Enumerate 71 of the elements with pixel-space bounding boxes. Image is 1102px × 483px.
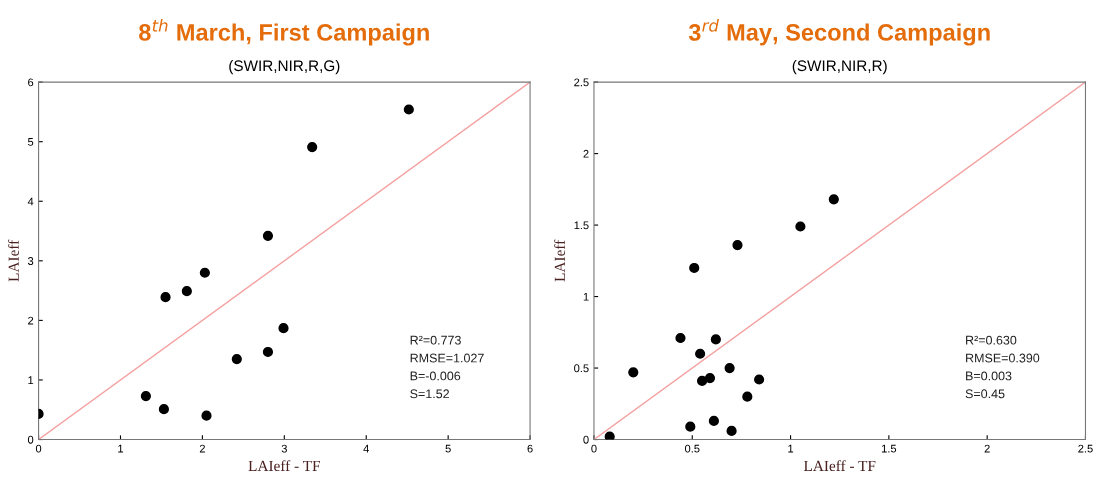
point (689, 262, 700, 274)
point (710, 334, 721, 345)
annotation: S=0.45 (965, 389, 1005, 399)
point (262, 230, 274, 241)
y-tick-label: 2 (28, 316, 34, 325)
point (726, 425, 737, 437)
annotation: B=-0.006 (410, 371, 461, 381)
point (307, 141, 318, 153)
x-tick-label: 0 (35, 444, 42, 453)
y-tick-label: 5 (27, 138, 34, 146)
point (140, 390, 151, 402)
annotation: R²=0.630 (966, 335, 1017, 345)
point (158, 404, 169, 415)
point (604, 431, 615, 440)
x-tick-label: 4 (363, 444, 369, 453)
y-axis-title: LAIeff (554, 239, 565, 282)
point (724, 362, 735, 374)
chart-subtitle: (SWIR,NIR,R,G) (229, 59, 340, 75)
point (685, 421, 696, 432)
point (697, 375, 708, 386)
point (199, 267, 210, 278)
x-tick-label: 2 (984, 444, 990, 453)
point (742, 391, 753, 402)
point (795, 221, 806, 232)
point (201, 410, 212, 421)
point (160, 292, 171, 303)
y-tick-label: 6 (28, 78, 34, 87)
x-tick-label: 2 (199, 444, 205, 453)
x-tick-label: 0.5 (684, 444, 700, 453)
y-tick-label: 0 (583, 435, 589, 444)
chart-title: 3$^{rd}$ May, Second Campaign (688, 18, 990, 46)
y-tick-label: 4 (27, 197, 34, 206)
annotation: RMSE=1.027 (410, 353, 484, 363)
x-tick-label: 3 (281, 444, 287, 453)
point (403, 104, 414, 115)
x-tick-label: 1.5 (881, 444, 897, 453)
chart-title: 8$^{th}$ March, First Campaign (139, 18, 429, 46)
point (628, 367, 639, 378)
x-tick-label: 2.5 (1078, 444, 1093, 453)
point (704, 372, 716, 384)
x-axis-title: LAIeff - TF (803, 460, 876, 472)
x-axis-title: LAIeff - TF (248, 460, 320, 472)
x-tick-label: 1 (788, 444, 794, 453)
x-tick-label: 1 (118, 444, 124, 453)
y-tick-label: 2 (583, 149, 589, 158)
annotation: S=1.52 (410, 389, 449, 399)
point (732, 240, 743, 251)
y-tick-label: 1 (28, 376, 34, 384)
y-tick-label: 1 (583, 292, 589, 301)
point (695, 348, 706, 359)
x-tick-label: 5 (445, 444, 451, 453)
annotation: RMSE=0.390 (966, 353, 1040, 363)
point (675, 332, 686, 344)
y-axis-title: LAIeff (7, 239, 19, 282)
y-tick-label: 1.5 (574, 221, 589, 230)
x-tick-label: 0 (591, 444, 597, 453)
point (828, 194, 839, 205)
annotation: B=0.003 (966, 371, 1012, 381)
annotation: R²=0.773 (410, 335, 461, 345)
point (262, 346, 274, 358)
point (708, 415, 719, 427)
y-tick-label: 0 (27, 435, 34, 444)
y-tick-label: 0.5 (574, 364, 589, 373)
chart-subtitle: (SWIR,NIR,R) (792, 59, 887, 75)
point (231, 354, 242, 365)
point (181, 286, 192, 297)
y-tick-label: 2.5 (574, 78, 589, 87)
y-tick-label: 3 (27, 257, 34, 265)
x-tick-label: 6 (527, 444, 533, 453)
point (754, 374, 765, 385)
point (278, 323, 289, 334)
